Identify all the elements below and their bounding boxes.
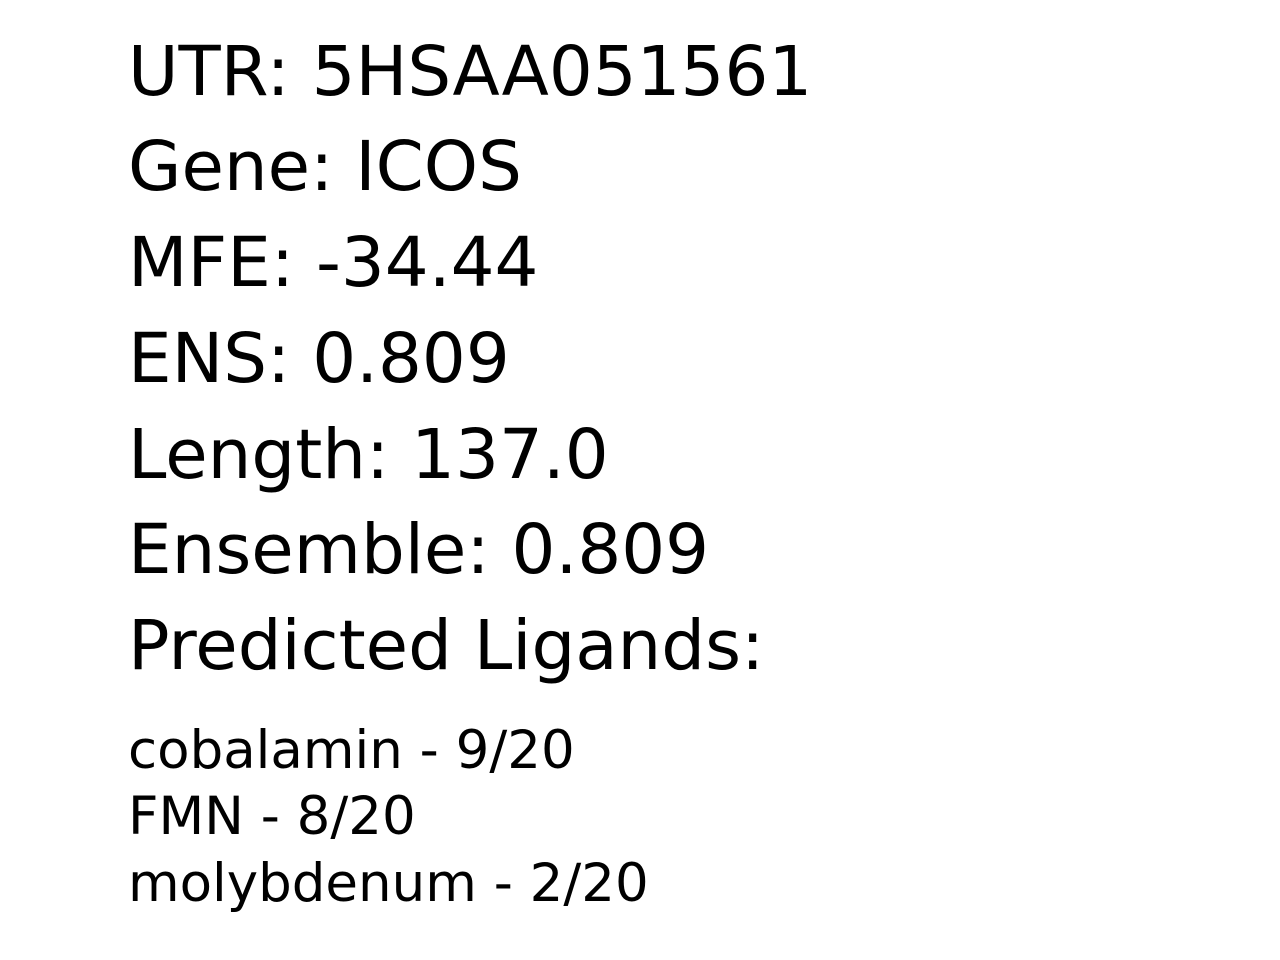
ligand-item-molybdenum: molybdenum - 2/20 [128, 853, 649, 914]
ens-label: ENS: 0.809 [128, 319, 510, 399]
ligand-item-cobalamin: cobalamin - 9/20 [128, 720, 575, 781]
mfe-label: MFE: -34.44 [128, 223, 539, 303]
utr-id-label: UTR: 5HSAA051561 [128, 32, 813, 112]
predicted-ligands-heading: Predicted Ligands: [128, 606, 765, 686]
ensemble-label: Ensemble: 0.809 [128, 510, 710, 590]
utr-info-panel: UTR: 5HSAA051561 Gene: ICOS MFE: -34.44 … [128, 0, 1228, 960]
length-label: Length: 137.0 [128, 415, 609, 495]
gene-label: Gene: ICOS [128, 127, 522, 207]
ligand-item-fmn: FMN - 8/20 [128, 786, 416, 847]
